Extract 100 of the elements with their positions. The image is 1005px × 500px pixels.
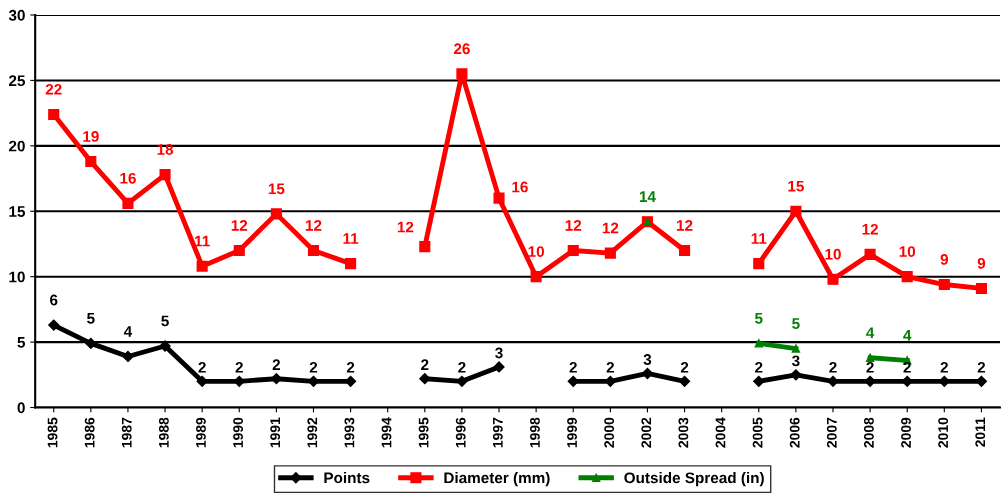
point [753, 258, 765, 270]
data-label: 26 [453, 43, 470, 55]
point [345, 258, 357, 270]
x-tick-label: 1992 [307, 417, 318, 448]
legend-label: Diameter (mm) [444, 472, 550, 487]
x-tick-label: 2008 [863, 417, 874, 448]
x-tick-label: 1989 [196, 417, 206, 448]
point [604, 247, 616, 259]
point [827, 273, 839, 285]
data-label: 4 [866, 327, 875, 338]
y-tick-label: 15 [9, 206, 26, 217]
point [122, 197, 134, 209]
y-tick-label: 0 [17, 402, 25, 414]
data-label: 2 [903, 361, 911, 373]
point [975, 282, 987, 294]
x-tick-label: 2011 [975, 417, 986, 447]
data-label: 5 [87, 313, 95, 324]
point [307, 244, 320, 257]
point [864, 248, 876, 260]
x-tick-label: 1991 [270, 417, 281, 448]
data-label: 5 [161, 315, 169, 327]
point [678, 375, 691, 387]
point [754, 339, 763, 348]
point [196, 260, 208, 272]
data-label: 2 [977, 361, 986, 373]
x-tick-label: 2002 [641, 417, 652, 448]
x-tick-label: 1990 [233, 417, 243, 448]
point [530, 271, 542, 283]
point [85, 155, 97, 168]
data-label: 2 [198, 361, 206, 373]
x-tick-label: 2010 [938, 417, 949, 448]
data-label: 2 [309, 361, 318, 373]
x-tick-label: 2004 [715, 417, 726, 448]
x-tick-label: 2007 [826, 417, 837, 448]
point [122, 350, 134, 363]
x-tick-label: 2000 [604, 417, 615, 448]
point [790, 369, 802, 381]
data-label: 2 [235, 361, 243, 373]
data-label: 12 [565, 220, 582, 231]
y-tick-label: 25 [8, 75, 26, 87]
point [865, 353, 875, 362]
data-label: 12 [602, 222, 619, 234]
data-label: 11 [751, 233, 767, 244]
x-tick-label: 2009 [901, 417, 911, 448]
point [270, 208, 282, 220]
y-tick-label: 20 [8, 140, 25, 152]
x-tick-label: 1995 [418, 417, 429, 448]
point [48, 319, 60, 331]
data-label: 5 [792, 318, 800, 329]
data-label: 15 [788, 180, 804, 192]
data-label: 5 [755, 313, 763, 324]
data-label: 14 [639, 191, 656, 202]
x-tick-label: 1986 [84, 417, 95, 448]
data-label: 10 [528, 246, 544, 257]
data-label: 4 [123, 326, 133, 337]
data-label: 15 [268, 183, 285, 195]
data-label: 12 [231, 220, 248, 231]
data-label: 2 [346, 361, 355, 373]
x-tick-label: 1985 [47, 417, 58, 448]
data-label: 2 [680, 361, 689, 373]
data-label: 9 [940, 254, 948, 265]
data-label: 12 [397, 221, 414, 233]
x-tick-label: 1998 [530, 417, 540, 448]
data-label: 11 [195, 235, 210, 247]
data-label: 2 [421, 359, 429, 370]
legend-label: Points [324, 472, 370, 484]
data-label: 3 [643, 354, 652, 365]
data-label: 9 [977, 257, 986, 269]
point [48, 108, 60, 120]
x-tick-label: 1993 [344, 417, 355, 448]
point [679, 244, 691, 257]
data-label: 2 [606, 361, 614, 373]
data-label: 3 [495, 347, 503, 359]
point [791, 344, 801, 353]
data-label: 4 [903, 330, 912, 341]
x-tick-label: 2005 [752, 417, 763, 448]
data-label: 12 [305, 220, 322, 231]
point [938, 278, 950, 291]
data-label: 10 [825, 248, 841, 260]
x-tick-label: 1994 [381, 417, 392, 448]
data-label: 16 [120, 172, 136, 184]
x-tick-label: 1997 [492, 417, 503, 448]
data-label: 10 [899, 246, 916, 257]
y-tick-label: 30 [8, 9, 25, 21]
y-tick-label: 5 [17, 337, 26, 348]
y-tick-label: 10 [9, 271, 25, 283]
data-label: 2 [829, 361, 837, 373]
x-tick-label: 1988 [158, 417, 169, 448]
data-label: 2 [569, 361, 577, 373]
x-tick-label: 2003 [678, 417, 689, 448]
data-label: 22 [45, 83, 62, 95]
x-tick-label: 1987 [121, 417, 132, 448]
data-label: 12 [862, 223, 878, 235]
data-label: 2 [940, 361, 948, 373]
data-label: 12 [677, 220, 693, 231]
data-label: 6 [50, 294, 58, 306]
point [567, 375, 579, 387]
x-tick-label: 2006 [789, 417, 800, 448]
point [567, 244, 579, 257]
data-label: 3 [791, 355, 800, 367]
